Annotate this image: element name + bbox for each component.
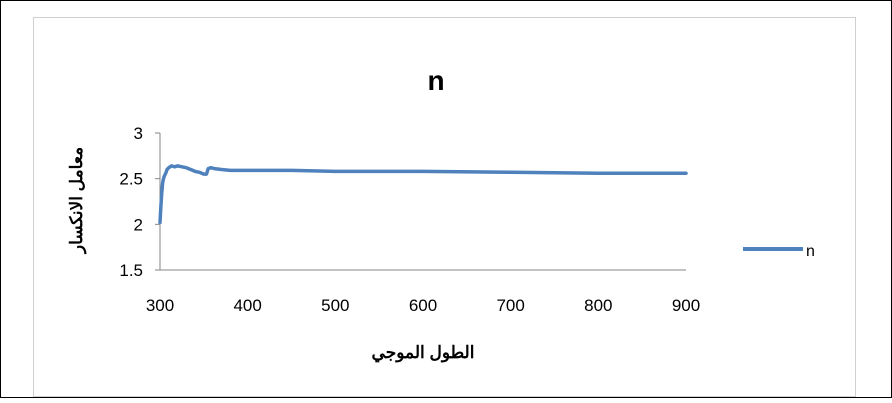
x-axis-label: الطول الموجي: [372, 343, 475, 363]
x-tick-label: 700: [496, 296, 524, 315]
plot-area: 1.5 2 2.5 3 300 400 500 600 700 800 900: [119, 124, 700, 315]
x-tick-label: 500: [321, 296, 349, 315]
chart-title: n: [427, 65, 444, 96]
series-line-n: [158, 164, 688, 225]
legend: n: [743, 243, 815, 260]
y-axis-label: معامل الانكسار: [67, 147, 87, 255]
y-tick-label: 1.5: [119, 261, 143, 280]
chart-border: [33, 17, 856, 397]
x-tick-label: 600: [409, 296, 437, 315]
x-tick-label: 800: [584, 296, 612, 315]
y-tick-label: 3: [134, 124, 143, 143]
y-tick-label: 2: [134, 215, 143, 234]
x-tick-label: 900: [672, 296, 700, 315]
x-tick-label: 400: [233, 296, 261, 315]
legend-label-n: n: [806, 243, 815, 260]
x-tick-label: 300: [146, 296, 174, 315]
y-tick-label: 2.5: [119, 170, 143, 189]
